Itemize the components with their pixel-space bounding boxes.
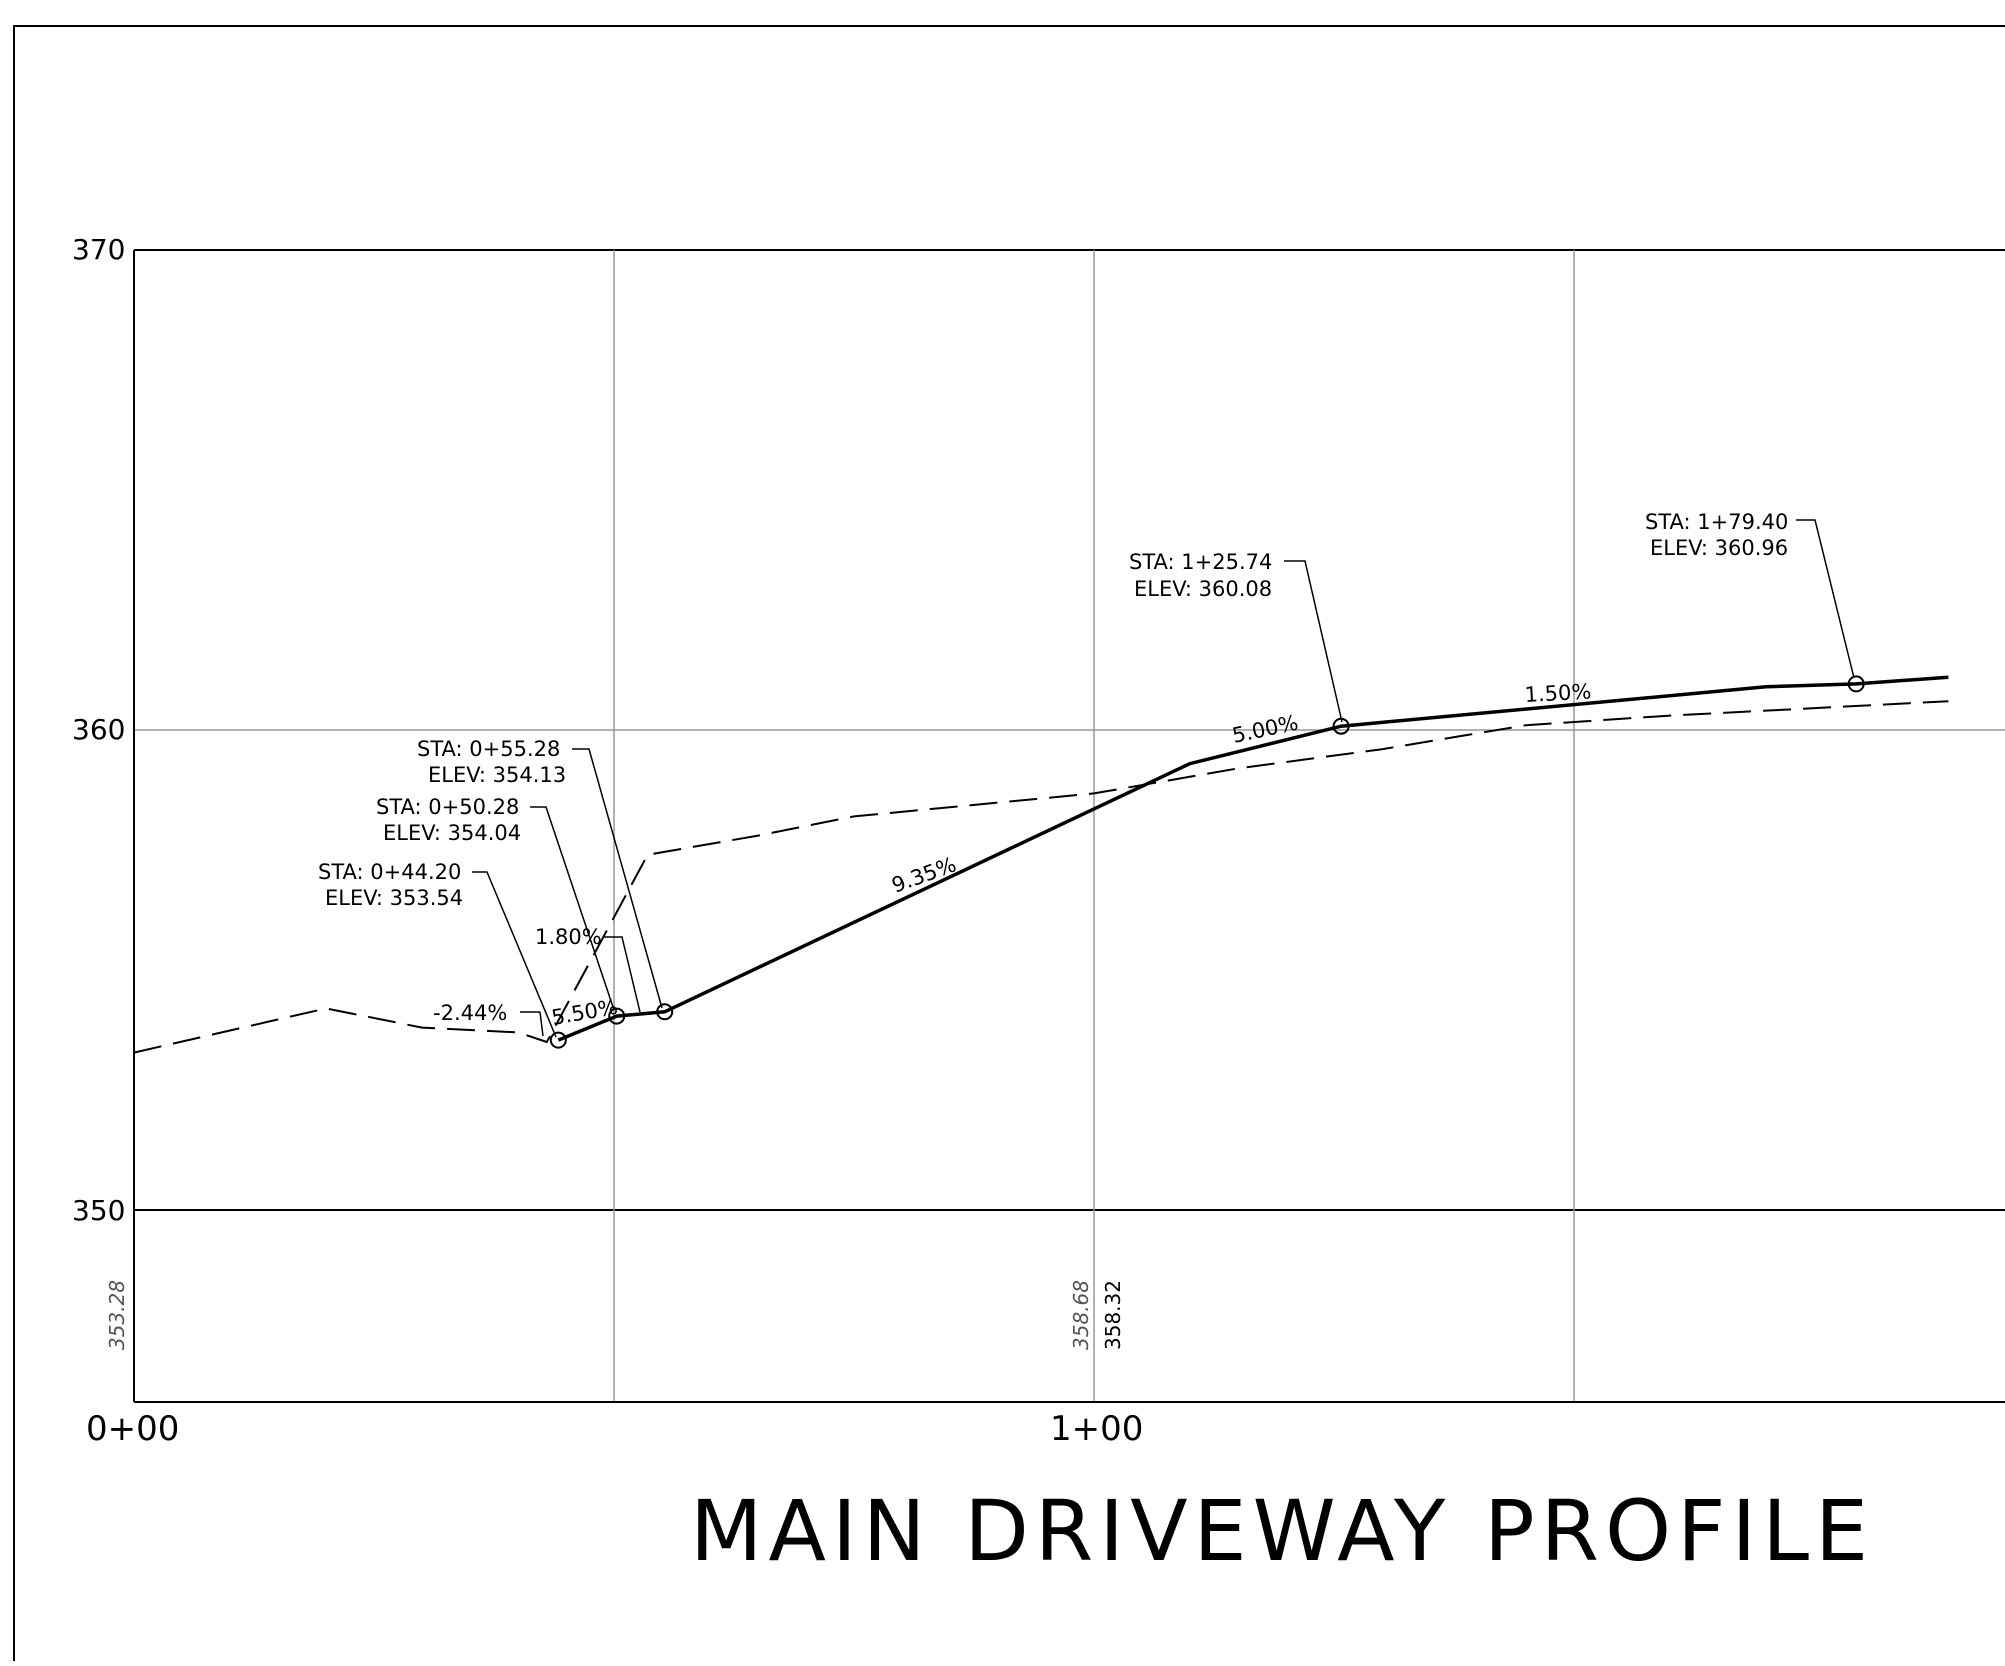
existing-elev-1-00: 358.68 [1069,1280,1093,1350]
pvi-marker-2 [656,1003,674,1021]
pvi-sta-0-44-20: STA: 0+44.20 [318,860,461,884]
grade-label-5-00: 5.00% [1230,711,1300,748]
pvi-leader-0-44-20 [472,871,557,1038]
pvi-marker-4 [1847,675,1865,693]
pvi-elev-1-79-40: ELEV: 360.96 [1650,536,1788,560]
y-tick-350: 350 [72,1194,125,1227]
pvi-sta-0-55-28: STA: 0+55.28 [417,737,560,761]
pvi-elev-1-25-74: ELEV: 360.08 [1134,577,1272,601]
x-tick-1-00: 1+00 [1050,1409,1143,1449]
grade-leader-neg-2-44b [539,1011,544,1037]
pvi-marker-0 [549,1031,567,1049]
pvi-leader-0-55-28 [572,748,663,1009]
grade-label-1-80: 1.80% [535,925,602,949]
existing-ground-line [133,700,1949,1054]
pvi-callout-1-25-74: STA: 1+25.74 ELEV: 360.08 [1129,550,1343,723]
x-tick-0-00: 0+00 [86,1409,179,1449]
proposed-elev-1-00: 358.32 [1101,1280,1125,1350]
pvi-leader-0-50-28 [530,806,615,1011]
pvi-elev-0-44-20: ELEV: 353.54 [325,886,463,910]
pvi-markers [549,675,1865,1049]
pvi-marker-1 [608,1007,626,1025]
grade-label-1-50: 1.50% [1524,680,1592,707]
chart-title: MAIN DRIVEWAY PROFILE [690,1482,1874,1580]
y-tick-360: 360 [72,713,125,746]
pvi-elev-0-55-28: ELEV: 354.13 [428,763,566,787]
pvi-callout-0-50-28: STA: 0+50.28 ELEV: 354.04 [376,795,615,1011]
pvi-callout-0-44-20: STA: 0+44.20 ELEV: 353.54 [318,860,557,1038]
pvi-sta-1-25-74: STA: 1+25.74 [1129,550,1272,574]
pvi-elev-0-50-28: ELEV: 354.04 [383,821,521,845]
pvi-leader-1-25-74 [1284,560,1343,723]
existing-elev-0-00: 353.28 [105,1280,129,1350]
y-tick-370: 370 [72,233,125,266]
pvi-leader-1-79-40 [1796,519,1855,679]
sheet-border [13,25,2005,1666]
pvi-callout-0-55-28: STA: 0+55.28 ELEV: 354.13 [417,737,663,1009]
grid-lines [133,249,2005,1402]
pvi-sta-0-50-28: STA: 0+50.28 [376,795,519,819]
grade-label-neg-2-44: -2.44% [433,1001,507,1025]
grade-leader-1-80 [604,936,641,1013]
grade-label-5-50: 5.50% [550,995,620,1030]
pvi-sta-1-79-40: STA: 1+79.40 [1645,510,1788,534]
pvi-callout-1-79-40: STA: 1+79.40 ELEV: 360.96 [1645,510,1855,679]
